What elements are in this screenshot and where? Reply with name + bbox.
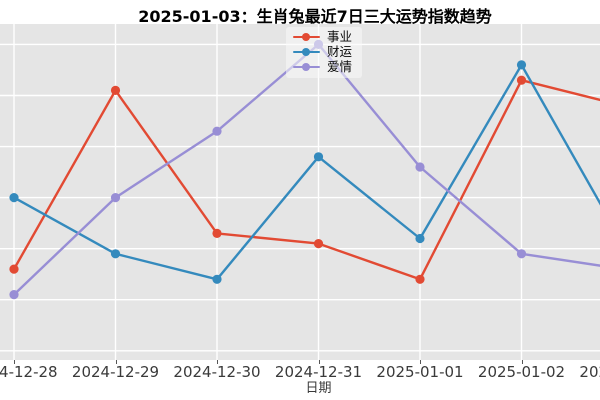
x-tick-mark — [14, 360, 15, 364]
legend-label: 财运 — [327, 43, 353, 59]
x-tick-label: 2024-12-28 — [0, 363, 58, 381]
legend-line-marker-icon — [293, 47, 320, 57]
data-point-财运 — [212, 274, 222, 284]
x-tick-mark — [420, 360, 421, 364]
x-tick-label: 2025-01-02 — [477, 363, 566, 381]
data-point-事业 — [415, 274, 425, 284]
x-tick-label: 2024-12-31 — [274, 363, 363, 381]
x-tick-label: 2025-01-03 — [579, 363, 600, 381]
data-point-事业 — [9, 264, 19, 274]
legend: 事业 财运 爱情 — [286, 27, 363, 78]
legend-label: 事业 — [327, 28, 353, 44]
x-tick-mark — [115, 360, 117, 364]
legend-line-marker-icon — [293, 62, 320, 72]
legend-item-career: 事业 — [293, 30, 352, 44]
legend-label: 爱情 — [327, 58, 353, 74]
data-point-财运 — [415, 233, 425, 244]
x-tick-label: 2024-12-30 — [173, 363, 261, 381]
data-point-财运 — [110, 249, 121, 259]
x-tick-label: 2024-12-29 — [71, 363, 160, 381]
data-point-爱情 — [415, 162, 425, 172]
legend-item-love: 爱情 — [293, 60, 352, 74]
data-point-爱情 — [9, 290, 19, 300]
data-point-事业 — [110, 85, 121, 95]
x-tick-mark — [217, 360, 218, 364]
x-axis-title: 日期 — [305, 381, 332, 396]
data-point-爱情 — [110, 193, 121, 203]
data-point-财运 — [313, 152, 324, 162]
x-tick-label: 2025-01-01 — [376, 363, 464, 381]
data-point-事业 — [212, 228, 222, 238]
x-tick-mark — [318, 360, 320, 364]
data-point-事业 — [313, 239, 324, 249]
data-point-爱情 — [516, 249, 527, 259]
legend-item-wealth: 财运 — [293, 45, 352, 59]
chart-title: 2025-01-03：生肖兔最近7日三大运势指数趋势 — [138, 7, 492, 26]
data-point-爱情 — [212, 126, 222, 136]
data-point-财运 — [516, 60, 527, 70]
data-point-财运 — [9, 193, 19, 203]
data-point-事业 — [516, 75, 527, 85]
x-tick-mark — [521, 360, 523, 364]
legend-line-marker-icon — [293, 32, 320, 42]
series-line-事业 — [12, 79, 600, 281]
